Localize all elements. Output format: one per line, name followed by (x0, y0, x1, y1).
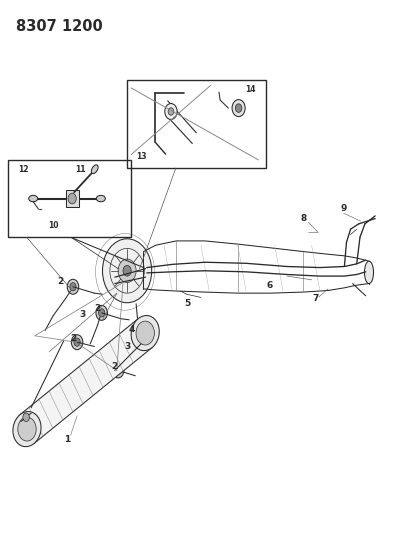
Text: 4: 4 (128, 325, 135, 334)
Text: 13: 13 (136, 152, 146, 160)
Circle shape (70, 282, 76, 291)
Text: 7: 7 (312, 294, 318, 303)
Circle shape (23, 413, 29, 422)
Text: 3: 3 (124, 342, 130, 351)
Text: 8: 8 (299, 214, 306, 223)
Text: 9: 9 (339, 205, 346, 213)
Ellipse shape (131, 316, 159, 351)
Text: 2: 2 (70, 334, 76, 343)
Circle shape (112, 363, 124, 378)
Circle shape (231, 100, 245, 117)
Ellipse shape (96, 195, 105, 201)
Circle shape (98, 309, 105, 317)
Circle shape (102, 239, 151, 303)
Circle shape (168, 108, 173, 115)
Bar (8, 160, 131, 237)
Circle shape (71, 335, 83, 350)
Text: 11: 11 (74, 165, 85, 174)
Circle shape (123, 265, 131, 276)
Ellipse shape (364, 261, 373, 284)
Text: 10: 10 (48, 221, 58, 230)
Circle shape (18, 417, 36, 441)
Ellipse shape (29, 195, 38, 201)
Text: 5: 5 (184, 300, 191, 308)
Circle shape (136, 321, 154, 345)
Circle shape (118, 259, 136, 282)
Text: 2: 2 (57, 277, 64, 286)
Circle shape (164, 103, 177, 119)
Ellipse shape (91, 165, 98, 174)
Circle shape (96, 305, 107, 320)
Text: 14: 14 (244, 85, 255, 94)
Text: 1: 1 (64, 435, 71, 444)
Polygon shape (20, 319, 152, 443)
Text: 12: 12 (18, 165, 29, 174)
Text: 3: 3 (79, 310, 85, 319)
Ellipse shape (13, 411, 41, 447)
Text: 2: 2 (94, 304, 101, 312)
Circle shape (67, 279, 79, 294)
Circle shape (74, 338, 80, 346)
Bar (127, 80, 266, 168)
Text: 2: 2 (110, 362, 117, 371)
Circle shape (68, 193, 76, 204)
Circle shape (235, 104, 241, 112)
Circle shape (115, 366, 121, 375)
Bar (65, 190, 79, 207)
Text: 8307 1200: 8307 1200 (16, 19, 103, 34)
Text: 6: 6 (266, 281, 272, 289)
